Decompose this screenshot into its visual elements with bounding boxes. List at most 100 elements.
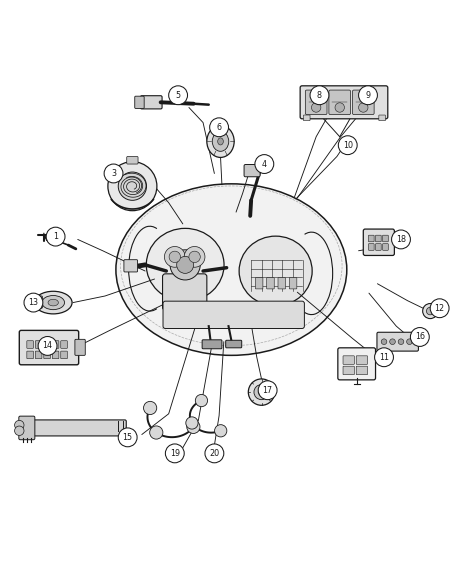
FancyBboxPatch shape	[363, 229, 394, 255]
Circle shape	[254, 385, 269, 400]
Ellipse shape	[212, 132, 229, 151]
FancyBboxPatch shape	[356, 356, 367, 365]
FancyBboxPatch shape	[140, 95, 162, 109]
FancyBboxPatch shape	[52, 351, 59, 359]
Ellipse shape	[146, 228, 224, 301]
FancyBboxPatch shape	[163, 301, 304, 328]
FancyBboxPatch shape	[338, 348, 375, 380]
Circle shape	[177, 256, 194, 273]
Ellipse shape	[48, 299, 58, 306]
Ellipse shape	[35, 292, 72, 314]
FancyBboxPatch shape	[44, 351, 50, 359]
Circle shape	[205, 444, 224, 463]
Text: 16: 16	[415, 332, 425, 342]
Circle shape	[186, 417, 198, 429]
FancyBboxPatch shape	[244, 164, 260, 177]
FancyBboxPatch shape	[383, 244, 388, 250]
Circle shape	[184, 247, 205, 267]
Text: 9: 9	[365, 91, 371, 99]
FancyBboxPatch shape	[300, 86, 388, 119]
Circle shape	[311, 103, 321, 112]
FancyBboxPatch shape	[356, 366, 367, 375]
Circle shape	[427, 307, 434, 315]
FancyBboxPatch shape	[29, 420, 126, 436]
Circle shape	[169, 251, 181, 263]
FancyBboxPatch shape	[278, 278, 285, 289]
FancyBboxPatch shape	[36, 341, 42, 348]
FancyBboxPatch shape	[44, 341, 50, 348]
Text: 18: 18	[396, 235, 406, 244]
FancyBboxPatch shape	[368, 235, 374, 242]
Text: 8: 8	[317, 91, 322, 99]
FancyBboxPatch shape	[255, 278, 263, 289]
Circle shape	[410, 328, 429, 346]
Circle shape	[248, 379, 275, 405]
FancyBboxPatch shape	[19, 416, 35, 440]
Circle shape	[358, 86, 377, 105]
FancyBboxPatch shape	[303, 115, 310, 121]
Ellipse shape	[218, 138, 223, 145]
Circle shape	[258, 389, 265, 396]
Circle shape	[24, 293, 43, 312]
FancyBboxPatch shape	[27, 341, 34, 348]
FancyBboxPatch shape	[353, 90, 374, 114]
FancyBboxPatch shape	[52, 341, 59, 348]
FancyBboxPatch shape	[19, 331, 79, 365]
FancyBboxPatch shape	[368, 244, 374, 250]
Circle shape	[46, 227, 65, 246]
FancyBboxPatch shape	[29, 296, 42, 308]
Circle shape	[108, 162, 157, 210]
Ellipse shape	[239, 236, 312, 306]
FancyBboxPatch shape	[343, 356, 355, 365]
FancyBboxPatch shape	[61, 351, 67, 359]
FancyBboxPatch shape	[267, 278, 274, 289]
Circle shape	[169, 86, 188, 105]
FancyBboxPatch shape	[375, 244, 381, 250]
Circle shape	[210, 118, 228, 137]
Circle shape	[104, 164, 123, 183]
Circle shape	[187, 420, 200, 434]
Circle shape	[165, 444, 184, 463]
Text: 10: 10	[343, 141, 353, 150]
Text: 17: 17	[263, 386, 273, 394]
Circle shape	[390, 339, 395, 344]
Circle shape	[15, 420, 24, 430]
Circle shape	[335, 103, 345, 112]
FancyBboxPatch shape	[61, 341, 67, 348]
Text: 14: 14	[43, 342, 53, 350]
Circle shape	[310, 86, 329, 105]
Text: 20: 20	[210, 449, 219, 458]
FancyBboxPatch shape	[163, 274, 207, 310]
FancyBboxPatch shape	[289, 278, 297, 289]
Ellipse shape	[42, 296, 64, 310]
Text: 15: 15	[123, 433, 133, 442]
Circle shape	[144, 401, 157, 415]
Circle shape	[38, 336, 57, 355]
FancyBboxPatch shape	[343, 366, 355, 375]
FancyBboxPatch shape	[305, 90, 327, 114]
Circle shape	[118, 172, 146, 200]
FancyBboxPatch shape	[75, 339, 85, 355]
Circle shape	[195, 394, 208, 407]
Circle shape	[215, 425, 227, 437]
Ellipse shape	[116, 184, 347, 355]
FancyBboxPatch shape	[127, 156, 138, 164]
Circle shape	[381, 339, 387, 344]
Circle shape	[189, 251, 201, 263]
Circle shape	[150, 426, 163, 439]
Circle shape	[118, 428, 137, 447]
Text: 12: 12	[435, 304, 445, 313]
FancyBboxPatch shape	[36, 351, 42, 359]
Circle shape	[430, 299, 449, 317]
FancyBboxPatch shape	[375, 235, 381, 242]
Ellipse shape	[207, 125, 234, 158]
Circle shape	[170, 250, 200, 280]
Circle shape	[423, 304, 438, 319]
Text: 13: 13	[28, 298, 38, 307]
FancyBboxPatch shape	[202, 340, 222, 349]
FancyBboxPatch shape	[135, 96, 144, 109]
FancyBboxPatch shape	[329, 90, 351, 114]
FancyBboxPatch shape	[226, 340, 242, 348]
FancyBboxPatch shape	[124, 260, 137, 272]
Text: 3: 3	[111, 169, 116, 178]
